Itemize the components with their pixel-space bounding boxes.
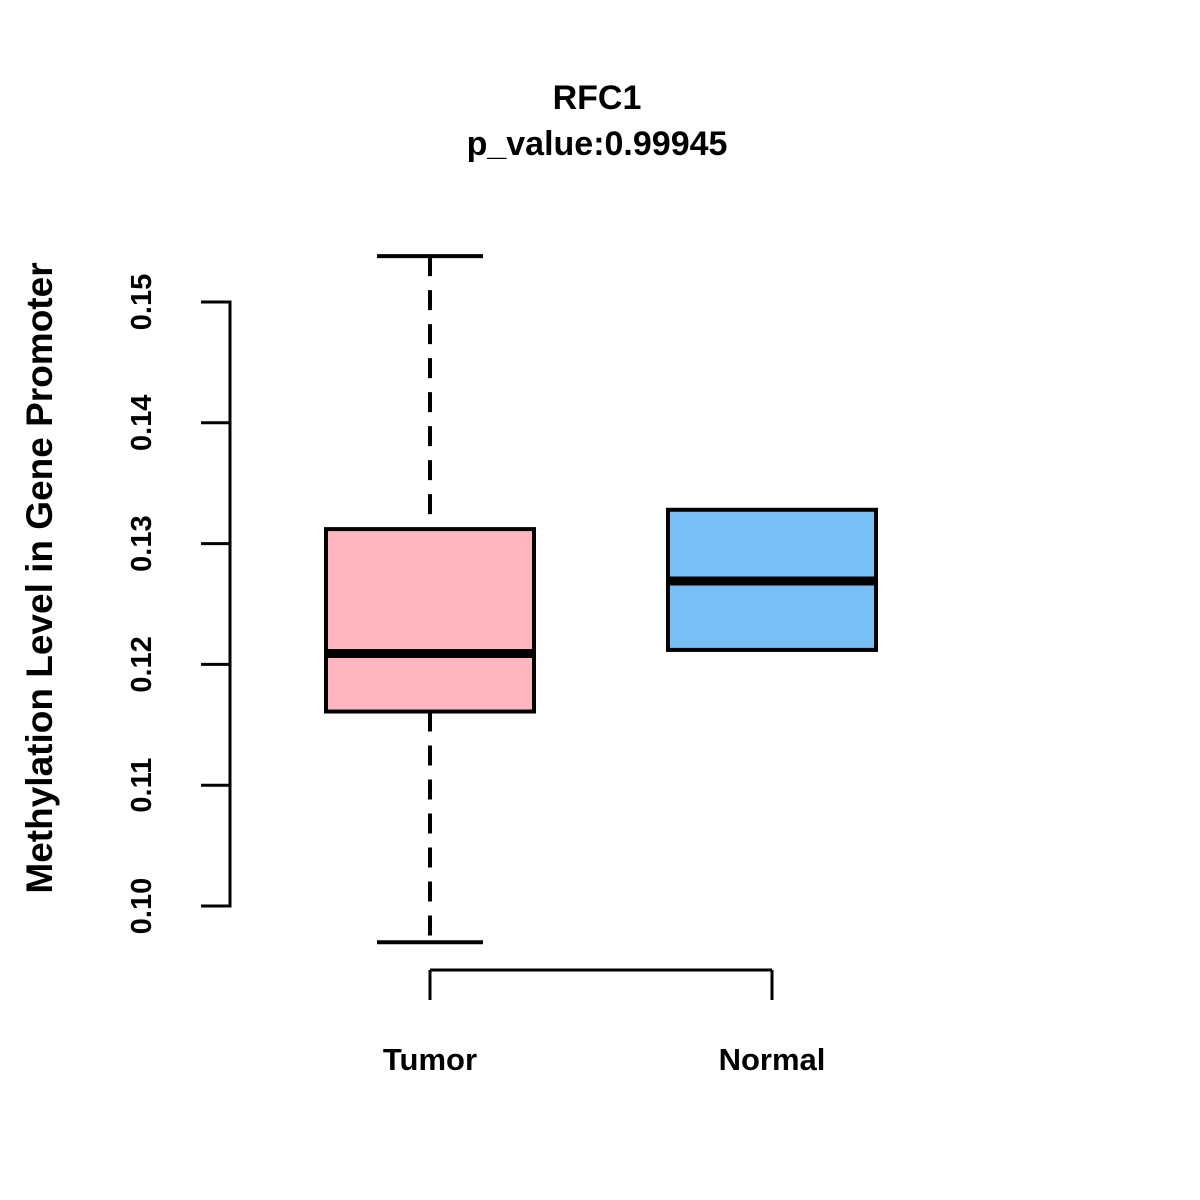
y-tick-label: 0.14	[126, 395, 158, 451]
y-tick-label: 0.13	[126, 515, 158, 571]
y-tick-label: 0.11	[126, 758, 158, 813]
y-tick-label: 0.15	[126, 274, 158, 330]
y-tick-label: 0.12	[126, 636, 158, 692]
chart-title: RFC1	[552, 79, 642, 117]
box-tumor	[324, 527, 536, 714]
chart-subtitle: p_value:0.99945	[466, 124, 728, 163]
x-tick-label-tumor: Tumor	[383, 1042, 477, 1077]
title-block: RFC1 p_value:0.99945	[0, 76, 1194, 168]
x-tick-label-normal: Normal	[719, 1042, 826, 1077]
y-tick-label: 0.10	[126, 878, 158, 934]
